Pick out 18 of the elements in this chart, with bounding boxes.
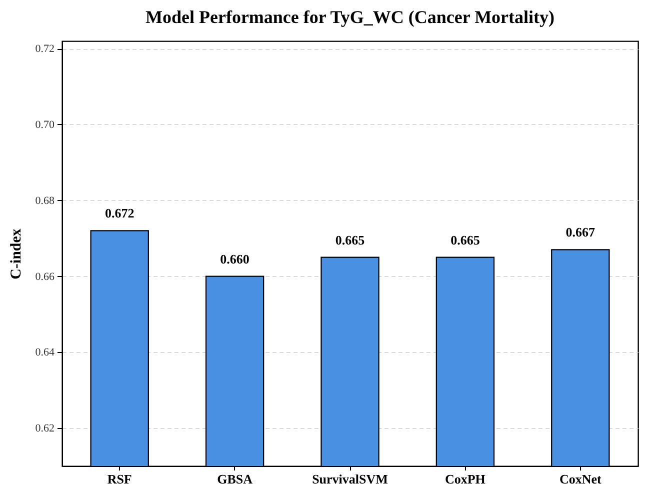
- x-tick-label: GBSA: [217, 472, 254, 486]
- data-label: 0.665: [335, 232, 366, 248]
- y-axis-title: C-index: [8, 228, 24, 280]
- x-tick-label: SurvivalSVM: [312, 472, 388, 486]
- data-label: 0.665: [450, 232, 480, 248]
- x-tick-label: RSF: [107, 472, 132, 486]
- data-label: 0.667: [566, 224, 596, 240]
- data-label: 0.672: [104, 206, 134, 221]
- x-tick-label: CoxNet: [559, 472, 602, 486]
- y-tick-label: 0.70: [35, 118, 55, 131]
- y-tick-label: 0.62: [35, 422, 54, 435]
- data-label: 0.660: [220, 251, 250, 266]
- y-tick-label: 0.64: [35, 346, 55, 359]
- x-tick-label: CoxPH: [444, 472, 486, 486]
- y-tick-label: 0.72: [35, 43, 54, 56]
- chart-title: Model Performance for TyG_WC (Cancer Mortality): [145, 7, 555, 27]
- y-tick-label: 0.68: [35, 194, 55, 207]
- y-tick-label: 0.66: [35, 270, 55, 283]
